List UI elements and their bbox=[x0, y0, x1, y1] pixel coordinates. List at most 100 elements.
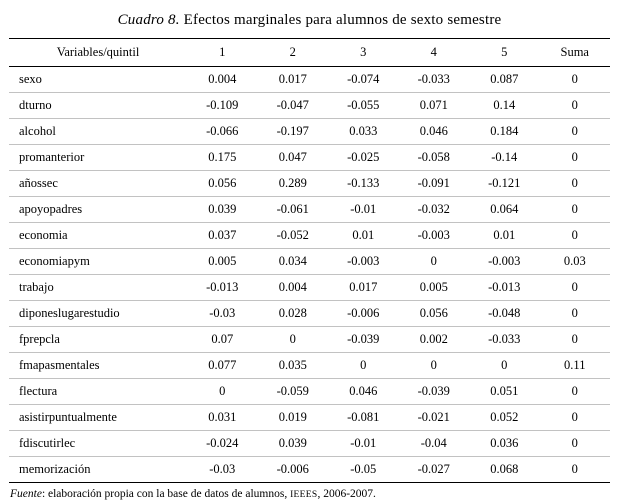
table-row: fmapasmentales 0.077 0.035 0 0 0 0.11 bbox=[9, 352, 610, 379]
value-cell: 0 bbox=[469, 352, 540, 379]
column-header: 5 bbox=[469, 38, 540, 67]
value-cell: -0.058 bbox=[398, 144, 469, 171]
column-header: 4 bbox=[398, 38, 469, 67]
value-cell: 0.03 bbox=[539, 248, 610, 275]
value-cell: 0.033 bbox=[328, 118, 399, 145]
value-cell: 0 bbox=[539, 326, 610, 353]
marginal-effects-table: Variables/quintil 1 2 3 4 5 Suma sexo 0.004 0.01… bbox=[9, 38, 610, 483]
table-row: dturno -0.109 -0.047 -0.055 0.071 0.14 0 bbox=[9, 92, 610, 119]
value-cell: 0.289 bbox=[257, 170, 328, 197]
value-cell: 0 bbox=[257, 326, 328, 353]
table-row: economia 0.037 -0.052 0.01 -0.003 0.01 0 bbox=[9, 222, 610, 249]
value-cell: 0.077 bbox=[187, 352, 258, 379]
value-cell: -0.03 bbox=[187, 456, 258, 483]
variable-name-cell: promanterior bbox=[9, 144, 187, 171]
table-row: alcohol -0.066 -0.197 0.033 0.046 0.184 0 bbox=[9, 118, 610, 145]
table-row: fprepcla 0.07 0 -0.039 0.002 -0.033 0 bbox=[9, 326, 610, 353]
value-cell: 0 bbox=[539, 196, 610, 223]
variable-name-cell: alcohol bbox=[9, 118, 187, 145]
value-cell: 0 bbox=[539, 404, 610, 431]
variable-name-cell: memorización bbox=[9, 456, 187, 483]
variable-name-cell: sexo bbox=[9, 66, 187, 93]
table-row: memorización -0.03 -0.006 -0.05 -0.027 0.068 0 bbox=[9, 456, 610, 483]
table-header-row: Variables/quintil 1 2 3 4 5 Suma bbox=[9, 38, 610, 67]
value-cell: 0.184 bbox=[469, 118, 540, 145]
value-cell: 0 bbox=[398, 352, 469, 379]
value-cell: 0 bbox=[539, 170, 610, 197]
value-cell: 0 bbox=[539, 222, 610, 249]
value-cell: 0.01 bbox=[469, 222, 540, 249]
column-header: 1 bbox=[187, 38, 258, 67]
source-text: : elaboración propia con la base de dato… bbox=[41, 488, 291, 500]
value-cell: 0.039 bbox=[187, 196, 258, 223]
value-cell: 0.052 bbox=[469, 404, 540, 431]
value-cell: -0.003 bbox=[469, 248, 540, 275]
source-label: Fuente bbox=[10, 488, 42, 500]
value-cell: 0 bbox=[539, 118, 610, 145]
source-note: Fuente: elaboración propia con la base d… bbox=[9, 488, 610, 500]
value-cell: 0 bbox=[539, 144, 610, 171]
value-cell: 0 bbox=[539, 274, 610, 301]
value-cell: -0.05 bbox=[328, 456, 399, 483]
value-cell: -0.033 bbox=[469, 326, 540, 353]
table-row: añossec 0.056 0.289 -0.133 -0.091 -0.121 0 bbox=[9, 170, 610, 197]
value-cell: 0.035 bbox=[257, 352, 328, 379]
variable-name-cell: economia bbox=[9, 222, 187, 249]
variable-name-cell: fdiscutirlec bbox=[9, 430, 187, 457]
value-cell: 0.14 bbox=[469, 92, 540, 119]
variable-name-cell: flectura bbox=[9, 378, 187, 405]
value-cell: 0 bbox=[539, 430, 610, 457]
value-cell: -0.081 bbox=[328, 404, 399, 431]
value-cell: 0.036 bbox=[469, 430, 540, 457]
value-cell: -0.055 bbox=[328, 92, 399, 119]
table-row: apoyopadres 0.039 -0.061 -0.01 -0.032 0.064 0 bbox=[9, 196, 610, 223]
table-row: trabajo -0.013 0.004 0.017 0.005 -0.013 0 bbox=[9, 274, 610, 301]
value-cell: -0.039 bbox=[398, 378, 469, 405]
source-tail: , 2006-2007. bbox=[317, 488, 376, 500]
value-cell: -0.024 bbox=[187, 430, 258, 457]
value-cell: 0.047 bbox=[257, 144, 328, 171]
table-number-label: Cuadro 8. bbox=[117, 12, 180, 28]
value-cell: -0.013 bbox=[187, 274, 258, 301]
value-cell: 0.064 bbox=[469, 196, 540, 223]
column-header-variables: Variables/quintil bbox=[9, 38, 187, 67]
column-header: Suma bbox=[539, 38, 610, 67]
value-cell: 0.004 bbox=[187, 66, 258, 93]
value-cell: -0.059 bbox=[257, 378, 328, 405]
value-cell: 0.005 bbox=[398, 274, 469, 301]
variable-name-cell: apoyopadres bbox=[9, 196, 187, 223]
value-cell: 0.039 bbox=[257, 430, 328, 457]
value-cell: -0.006 bbox=[257, 456, 328, 483]
value-cell: 0 bbox=[398, 248, 469, 275]
column-header: 3 bbox=[328, 38, 399, 67]
value-cell: -0.052 bbox=[257, 222, 328, 249]
value-cell: 0.087 bbox=[469, 66, 540, 93]
value-cell: 0.11 bbox=[539, 352, 610, 379]
value-cell: 0.068 bbox=[469, 456, 540, 483]
value-cell: -0.133 bbox=[328, 170, 399, 197]
value-cell: -0.027 bbox=[398, 456, 469, 483]
table-row: economiapym 0.005 0.034 -0.003 0 -0.003 0.03 bbox=[9, 248, 610, 275]
table-title: Cuadro 8. Efectos marginales para alumno… bbox=[9, 12, 610, 29]
value-cell: 0.034 bbox=[257, 248, 328, 275]
value-cell: 0.031 bbox=[187, 404, 258, 431]
variable-name-cell: economiapym bbox=[9, 248, 187, 275]
value-cell: 0.017 bbox=[257, 66, 328, 93]
value-cell: 0.028 bbox=[257, 300, 328, 327]
value-cell: 0.037 bbox=[187, 222, 258, 249]
variable-name-cell: añossec bbox=[9, 170, 187, 197]
table-row: flectura 0 -0.059 0.046 -0.039 0.051 0 bbox=[9, 378, 610, 405]
value-cell: 0 bbox=[187, 378, 258, 405]
variable-name-cell: fprepcla bbox=[9, 326, 187, 353]
source-acronym: IEEES bbox=[290, 490, 318, 500]
variable-name-cell: asistirpuntualmente bbox=[9, 404, 187, 431]
value-cell: -0.197 bbox=[257, 118, 328, 145]
value-cell: 0.056 bbox=[398, 300, 469, 327]
value-cell: 0.005 bbox=[187, 248, 258, 275]
value-cell: 0 bbox=[539, 300, 610, 327]
value-cell: 0 bbox=[328, 352, 399, 379]
value-cell: -0.039 bbox=[328, 326, 399, 353]
value-cell: -0.013 bbox=[469, 274, 540, 301]
value-cell: 0.046 bbox=[398, 118, 469, 145]
